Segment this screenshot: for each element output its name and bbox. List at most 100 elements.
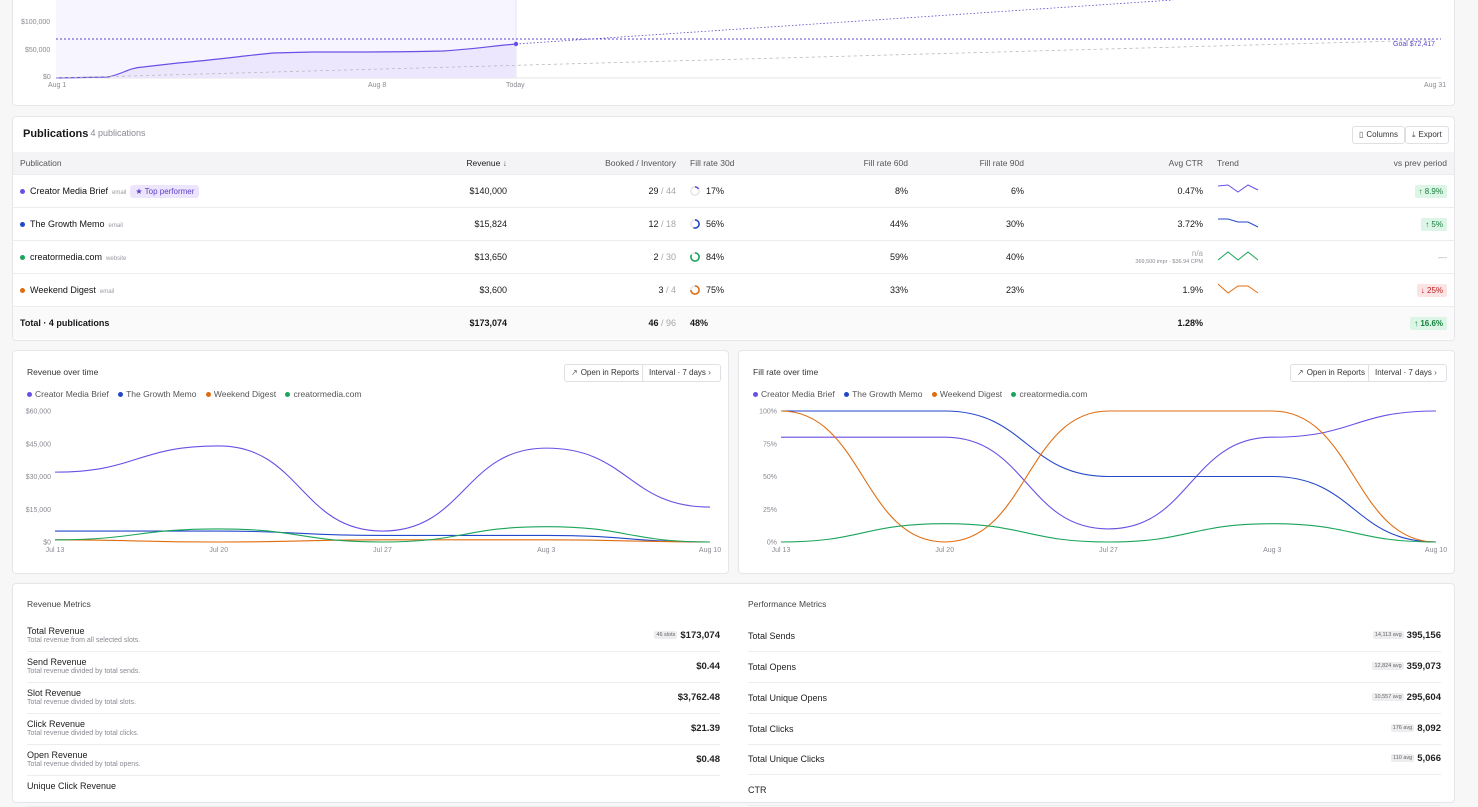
metric-name: Total Sends (748, 631, 796, 641)
metric-value-text: $0.48 (696, 754, 720, 765)
fill90-cell: 6% (915, 174, 1031, 208)
table-row[interactable]: Weekend Digest email $3,600 3 / 4 75% 33% 23% 1… (13, 273, 1454, 307)
metric-row: Unique Click Revenue (27, 776, 720, 807)
series-line[interactable] (54, 539, 711, 543)
actual-revenue-line (55, 43, 517, 79)
publication-name[interactable]: creatormedia.com (30, 252, 103, 262)
publication-name[interactable]: Creator Media Brief (30, 185, 109, 196)
legend-item[interactable]: Creator Media Brief (753, 389, 835, 399)
metric-value: 110 avg 5,066 (1391, 753, 1441, 764)
export-button[interactable]: ⤓ Export (1405, 126, 1449, 144)
y-tick-label: 0% (767, 540, 777, 547)
chevron-right-icon: › (708, 368, 711, 377)
y-tick-label: $30,000 (26, 474, 51, 481)
metric-name: Total Revenue (27, 626, 85, 636)
legend-swatch (931, 392, 937, 398)
fill30-value: 17% (706, 185, 725, 196)
col-header-fill30[interactable]: Fill rate 30d (683, 152, 763, 175)
table-row[interactable]: The Growth Memo email $15,824 12 / 18 56% 44%… (13, 207, 1454, 241)
booked-cell: 29 / 44 (514, 174, 683, 208)
inventory-count: / 44 (660, 186, 676, 196)
total-booked-count: 46 (648, 318, 659, 328)
x-tick: Aug 31 (1424, 82, 1447, 89)
y-tick: $100,000 (21, 19, 51, 26)
legend-item[interactable]: Weekend Digest (931, 389, 1002, 399)
interval-select[interactable]: Interval · 7 days › (642, 364, 721, 382)
x-tick-label: Aug 3 (1263, 547, 1281, 554)
metric-value-text: $21.39 (690, 723, 720, 734)
metric-row: Total Revenue Total revenue from all sele… (27, 621, 720, 652)
booked-cell: 3 / 4 (514, 273, 683, 307)
legend-swatch (285, 392, 291, 398)
publication-cell: The Growth Memo email (13, 207, 273, 241)
legend-item[interactable]: creatormedia.com (1011, 389, 1087, 399)
publications-count: · 4 publications (85, 128, 146, 138)
columns-button[interactable]: ▯ Columns (1352, 126, 1405, 144)
legend-item[interactable]: The Growth Memo (844, 389, 922, 399)
total-trend (1210, 306, 1270, 339)
metric-value-text: 8,092 (1417, 723, 1441, 734)
col-header-revenue[interactable]: Revenue ↓ (273, 152, 514, 175)
y-tick: $50,000 (25, 47, 51, 54)
series-line[interactable] (54, 445, 711, 532)
series-line[interactable] (54, 526, 711, 543)
metric-row: Total Clicks 176 avg 8,092 (748, 714, 1441, 745)
metric-badge: 14,113 avg (1372, 631, 1404, 640)
series-line[interactable] (780, 410, 1437, 543)
metric-name: Send Revenue (27, 657, 87, 667)
legend-label: Weekend Digest (213, 389, 277, 399)
booked-count: 29 (648, 186, 659, 196)
publication-name[interactable]: The Growth Memo (30, 219, 105, 229)
sort-desc-icon: ↓ (502, 158, 507, 168)
ctr-value: n/a (1191, 248, 1203, 258)
interval-select[interactable]: Interval · 7 days › (1368, 364, 1447, 382)
revenue-cell: $13,650 (273, 240, 514, 274)
legend-item[interactable]: Weekend Digest (205, 389, 277, 399)
metric-name: Slot Revenue (27, 688, 82, 698)
download-icon: ⤓ (1412, 130, 1416, 139)
table-row[interactable]: creatormedia.com website $13,650 2 / 30 84% 5… (13, 240, 1454, 274)
publication-type: email (108, 223, 123, 229)
table-header-row: Publication Revenue ↓ Booked / Inventory… (13, 152, 1454, 175)
col-header-delta[interactable]: vs prev period (1270, 152, 1454, 175)
legend-item[interactable]: creatormedia.com (285, 389, 361, 399)
table-row[interactable]: Creator Media Brief email ★ Top performer $… (13, 174, 1454, 208)
fill-chart-legend: Creator Media Brief The Growth Memo Week… (753, 389, 1094, 399)
publications-table: Publication Revenue ↓ Booked / Inventory… (13, 152, 1454, 339)
col-header-fill60[interactable]: Fill rate 60d (763, 152, 915, 175)
delta-badge: ↑ 5% (1421, 217, 1447, 231)
publication-name[interactable]: Weekend Digest (30, 285, 96, 295)
fill60-cell: 59% (763, 240, 915, 274)
legend-swatch (118, 392, 124, 398)
y-tick-label: $60,000 (26, 409, 51, 416)
ctr-cell: 3.72% (1031, 207, 1210, 241)
fill-rate-line-chart: 100% 75% 50% 25% 0%Jul 13 Jul 20 Jul 27 Aug 3 Au… (759, 409, 1447, 555)
actual-revenue-area (56, 44, 516, 78)
col-header-ctr[interactable]: Avg CTR (1031, 152, 1210, 175)
performance-metrics-title: Performance Metrics (748, 599, 827, 609)
col-header-booked[interactable]: Booked / Inventory (514, 152, 683, 175)
legend-item[interactable]: Creator Media Brief (27, 389, 109, 399)
legend-item[interactable]: The Growth Memo (118, 389, 196, 399)
metric-value: 10,557 avg 295,604 (1372, 692, 1441, 703)
ctr-value: 0.47% (1177, 186, 1203, 196)
fill30-cell: 75% (683, 273, 763, 307)
series-line[interactable] (780, 523, 1437, 543)
x-tick-label: Jul 27 (373, 547, 392, 554)
export-label: Export (1418, 130, 1442, 139)
metric-badge: 10,557 avg (1372, 693, 1404, 702)
total-row: Total · 4 publications $173,074 46 / 96 48%… (13, 306, 1454, 339)
y-tick-label: 100% (759, 409, 777, 416)
col-header-fill90[interactable]: Fill rate 90d (915, 152, 1031, 175)
fill90-cell: 30% (915, 207, 1031, 241)
col-header-publication[interactable]: Publication (13, 152, 273, 175)
metric-name: Open Revenue (27, 750, 88, 760)
open-in-reports-button[interactable]: ↗ Open in Reports (1290, 364, 1372, 382)
series-line[interactable] (781, 410, 1437, 543)
metric-value: $3,762.48 (678, 692, 720, 703)
chevron-right-icon: › (1434, 368, 1437, 377)
series-line[interactable] (781, 410, 1437, 530)
total-booked: 46 / 96 (514, 306, 683, 339)
inventory-count: / 18 (660, 219, 676, 229)
